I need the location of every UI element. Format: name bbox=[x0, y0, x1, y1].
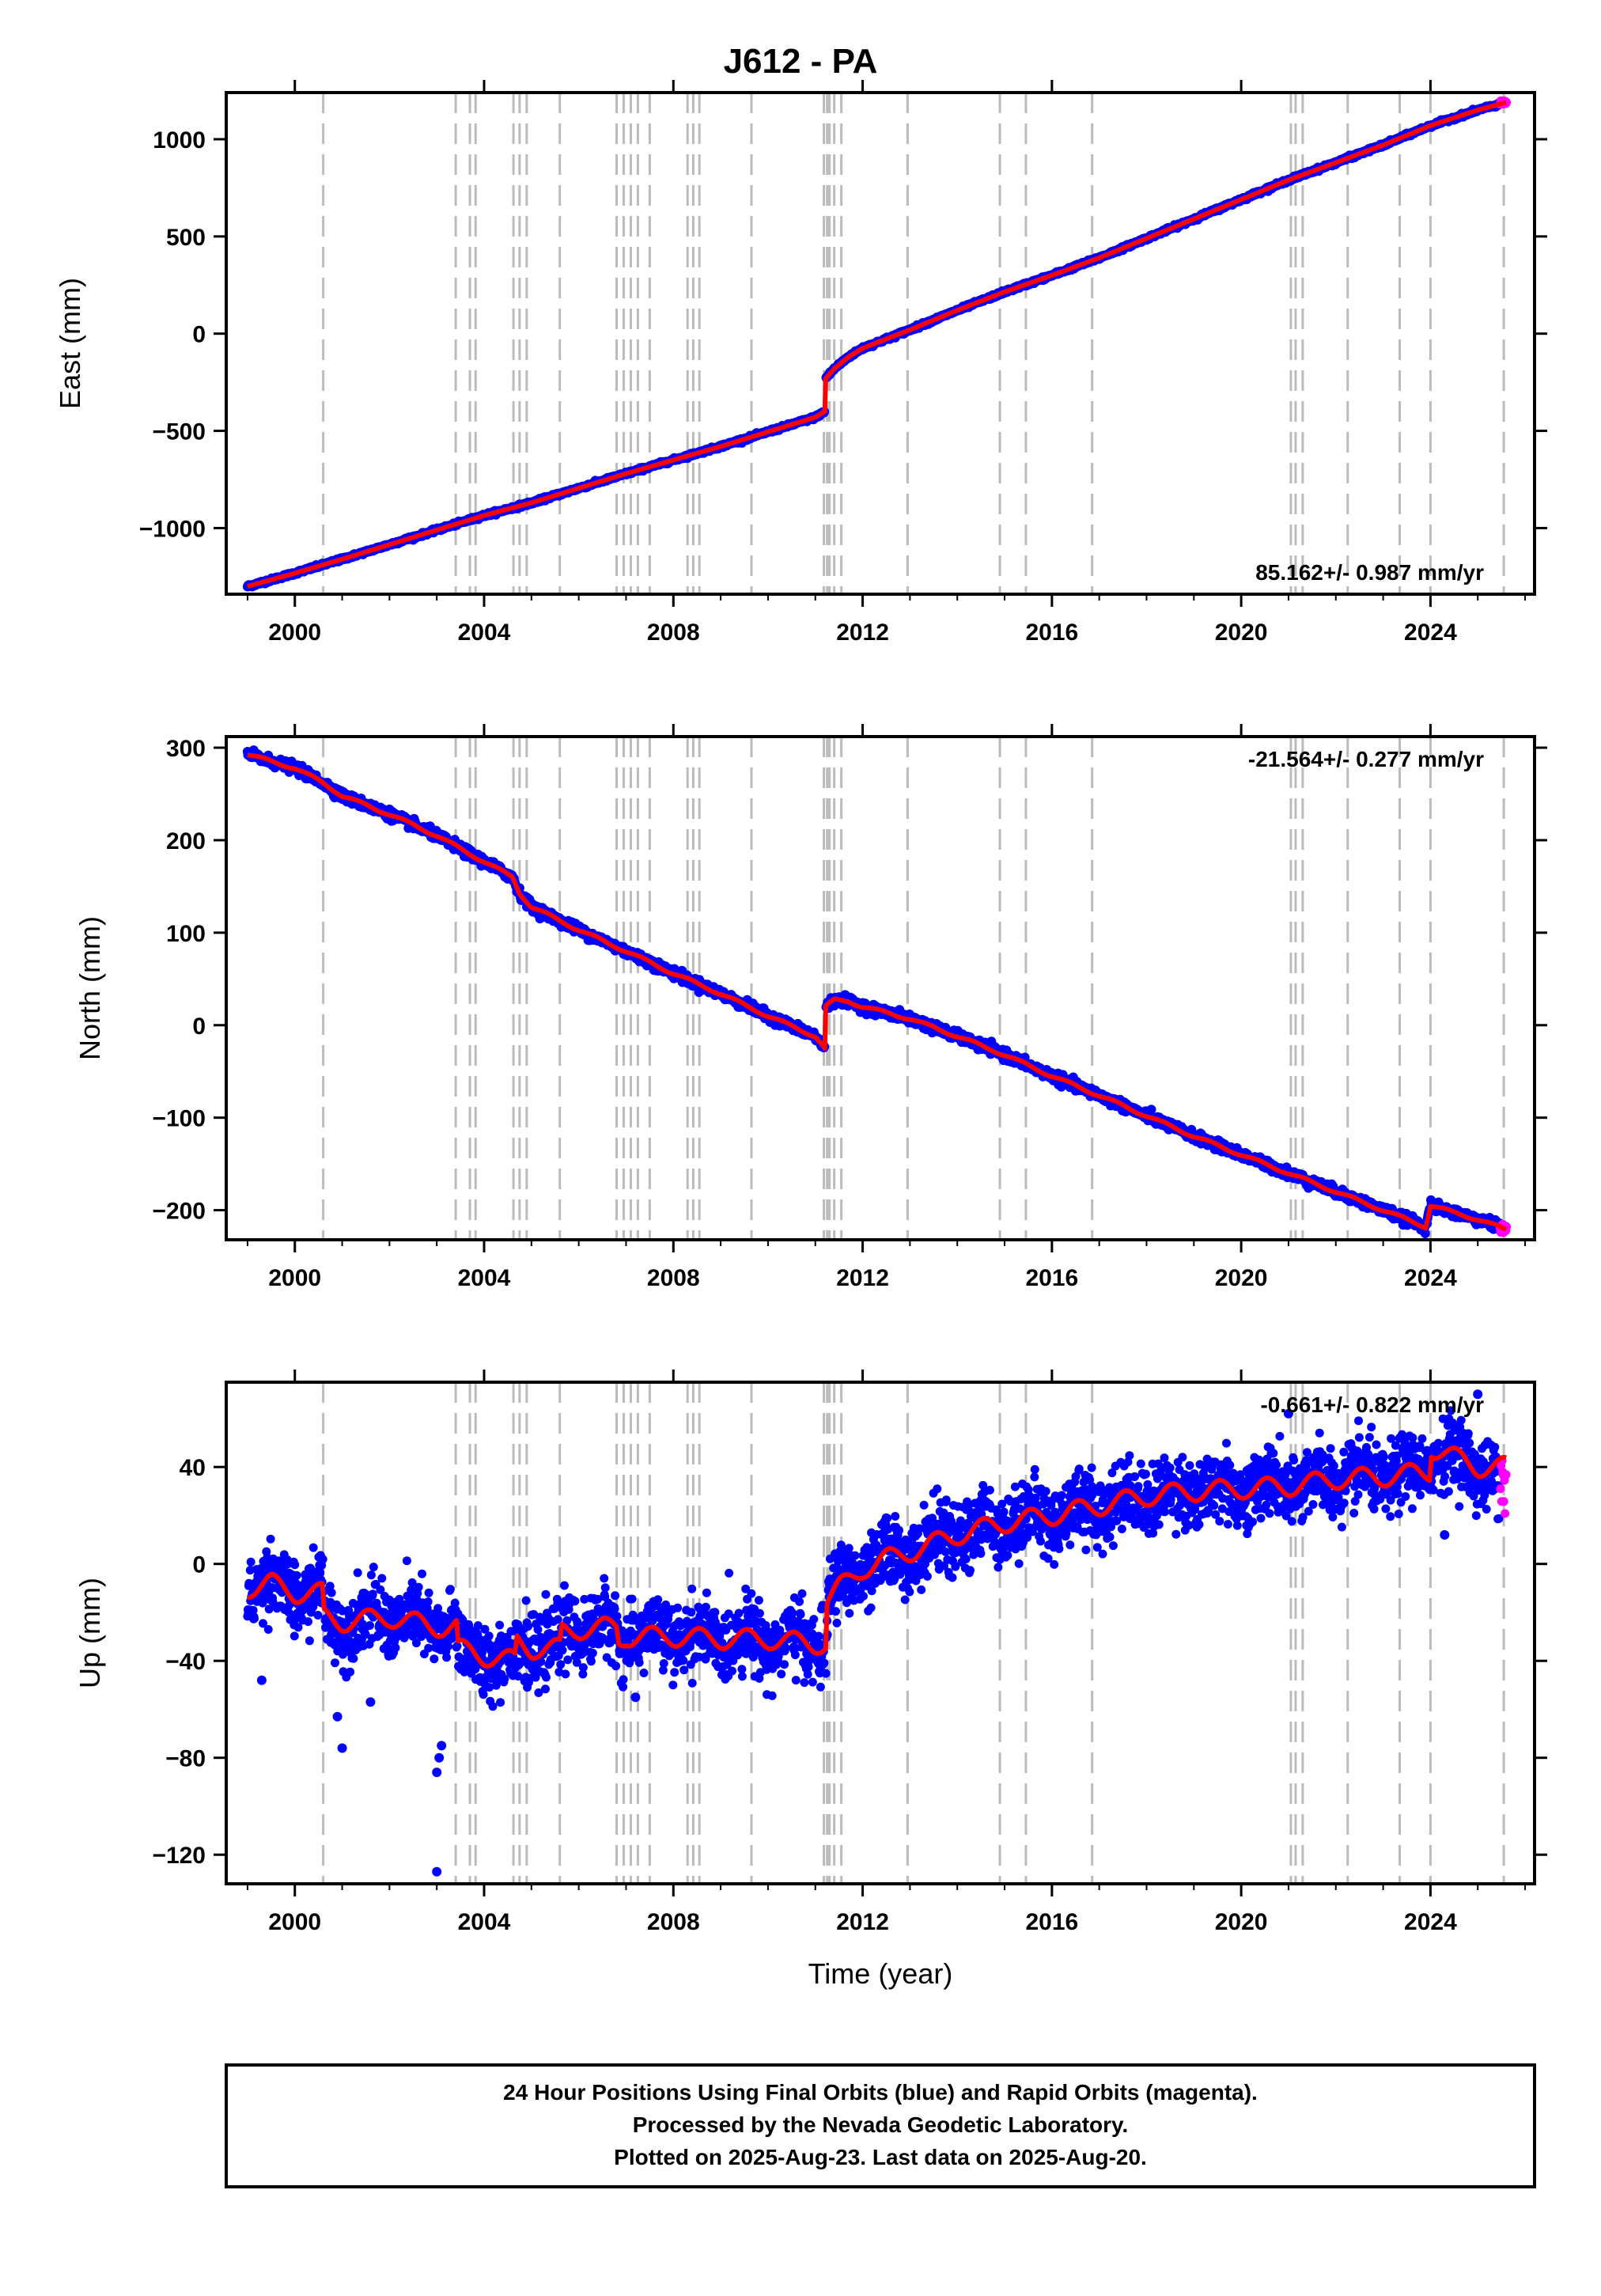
panel-north: 2000 2004 2008 2012 2016 2020 2024−200−1000100… bbox=[74, 724, 1547, 1291]
point-north-final-1907 bbox=[1146, 1104, 1156, 1115]
series-north-final-orbits bbox=[242, 745, 1504, 1238]
plot-area-north bbox=[242, 737, 1512, 1240]
x-tick-label-east-0: 2000 bbox=[268, 619, 321, 646]
x-tick-label-east-1: 2004 bbox=[458, 619, 511, 646]
y-tick-label-east-0: −1000 bbox=[139, 516, 206, 542]
y-tick-label-east-3: 500 bbox=[166, 225, 206, 251]
plot-area-east bbox=[242, 93, 1512, 594]
rate-label-east: 85.162+/- 0.987 mm/yr bbox=[1255, 560, 1484, 585]
y-tick-label-east-4: 1000 bbox=[153, 127, 206, 153]
x-tick-label-east-6: 2024 bbox=[1404, 619, 1457, 646]
y-axis-label-east: East (mm) bbox=[54, 278, 86, 409]
x-tick-label-east-5: 2020 bbox=[1215, 619, 1268, 646]
x-tick-label-east-2: 2008 bbox=[647, 619, 700, 646]
y-tick-label-east-2: 0 bbox=[192, 322, 206, 348]
x-tick-label-east-3: 2012 bbox=[836, 619, 889, 646]
x-tick-label-east-4: 2016 bbox=[1025, 619, 1078, 646]
chart-title: J612 - PA bbox=[724, 42, 878, 81]
y-tick-label-east-1: −500 bbox=[152, 419, 206, 445]
panel-east: 2000 2004 2008 2012 2016 2020 2024 −1000 −500 0 50… bbox=[54, 80, 1547, 646]
panels: 2000 2004 2008 2012 2016 2020 2024 −1000 −500 0 50… bbox=[54, 80, 1547, 1990]
